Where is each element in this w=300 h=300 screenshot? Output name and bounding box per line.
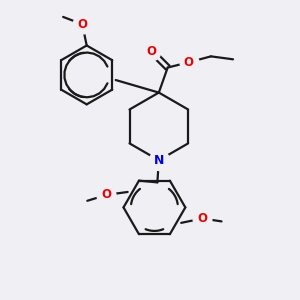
- Text: O: O: [77, 18, 87, 31]
- Text: O: O: [197, 212, 207, 225]
- Text: O: O: [101, 188, 111, 201]
- Text: O: O: [146, 45, 157, 58]
- Text: N: N: [154, 154, 164, 167]
- Text: O: O: [184, 56, 194, 69]
